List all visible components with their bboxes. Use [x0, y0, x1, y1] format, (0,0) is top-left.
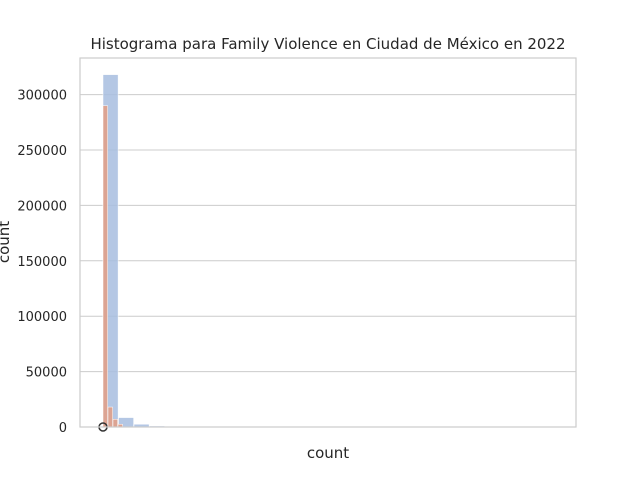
histogram-bar — [107, 406, 113, 428]
x-axis-label: count — [307, 444, 349, 462]
y-tick-label: 250000 — [17, 144, 67, 159]
histogram-bar — [112, 418, 118, 428]
y-axis-label: count — [0, 221, 13, 263]
plot-frame — [79, 57, 577, 428]
y-tick-label: 200000 — [17, 199, 67, 214]
chart-title: Histograma para Family Violence en Ciuda… — [90, 35, 565, 53]
y-tick-label: 150000 — [17, 255, 67, 270]
y-tick-label: 300000 — [17, 89, 67, 104]
y-tick-label: 0 — [59, 421, 67, 436]
y-tick-labels: 0 50000 100000 150000 200000 250000 300000 — [17, 89, 67, 436]
histogram-bar — [102, 105, 108, 428]
y-tick-label: 50000 — [26, 366, 67, 381]
gridlines — [80, 94, 576, 373]
histogram-bars — [102, 74, 640, 428]
y-tick-label: 100000 — [17, 310, 67, 325]
